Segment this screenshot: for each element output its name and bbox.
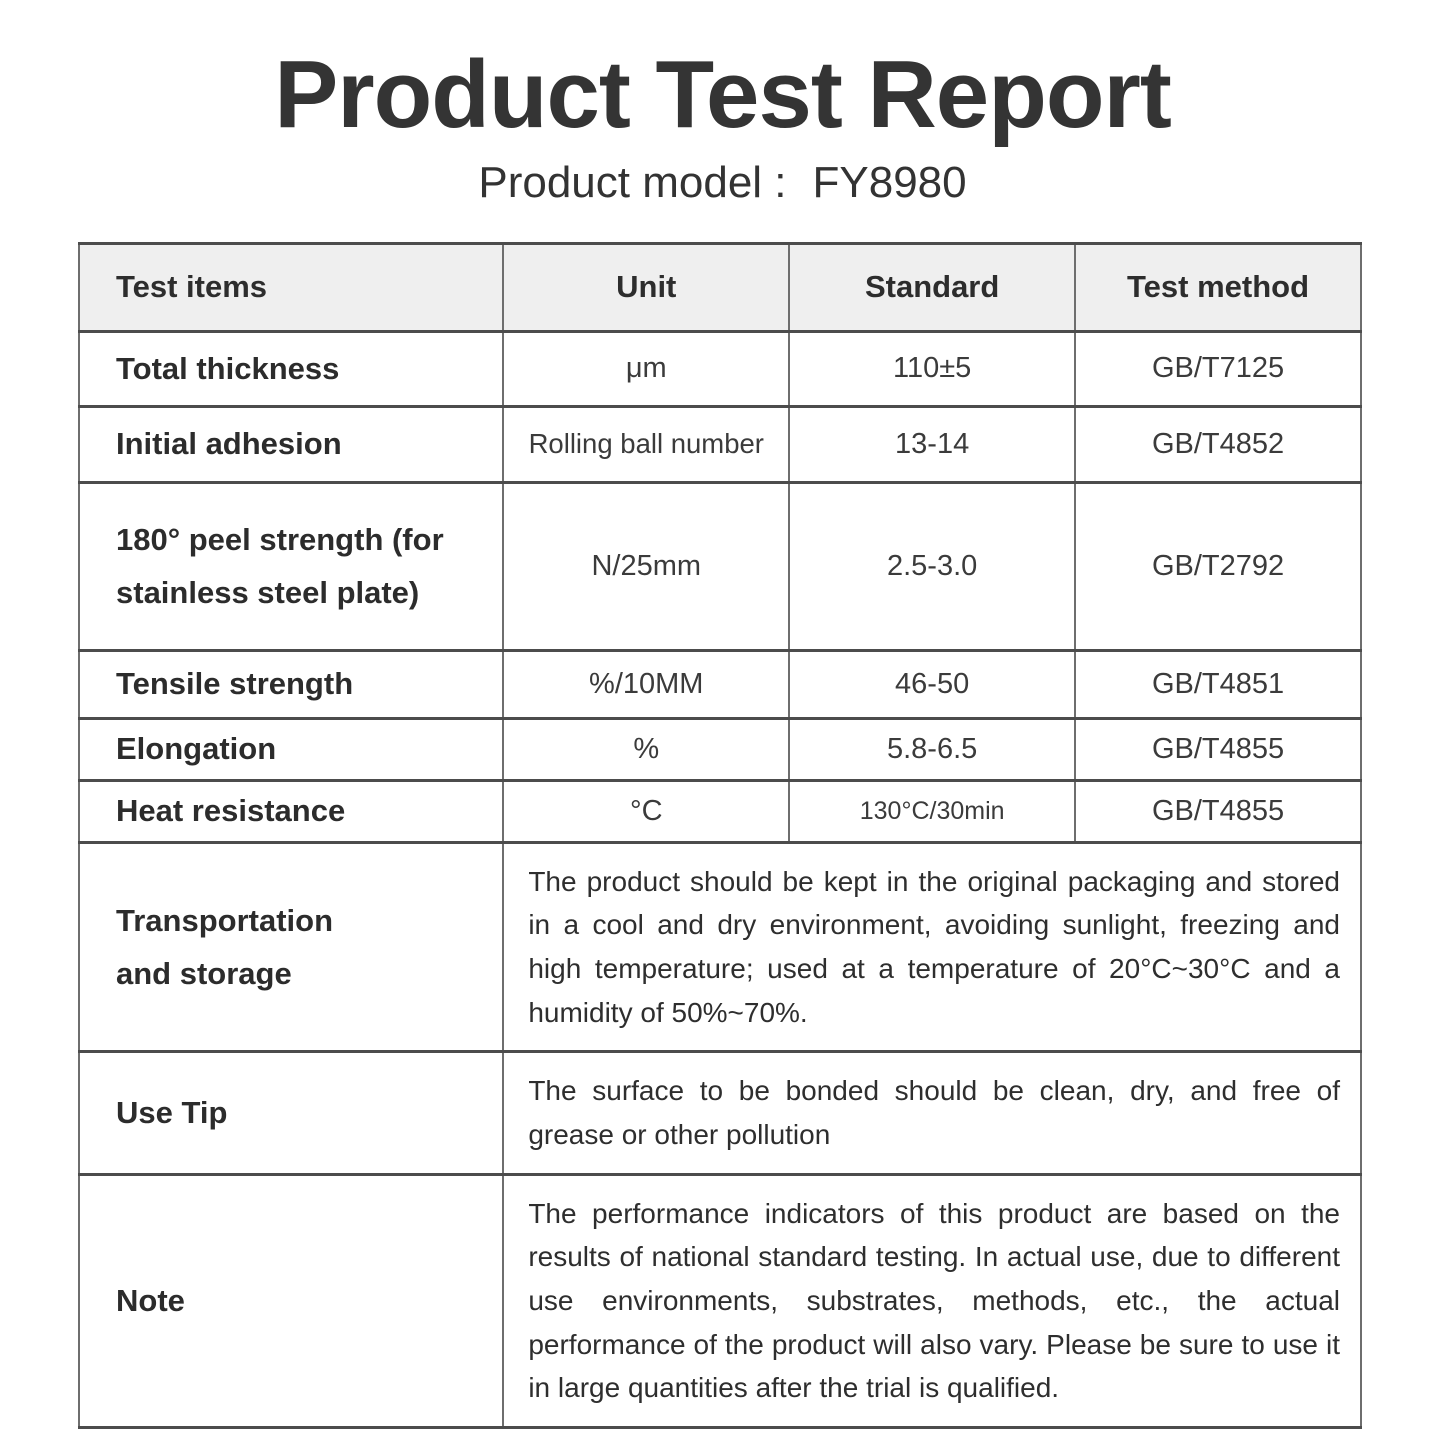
test-report-table: Test items Unit Standard Test method Tot… <box>77 241 1362 1429</box>
unit-value: °C <box>502 778 791 844</box>
test-method-value: GB/T4855 <box>1074 716 1362 782</box>
standard-value: 2.5-3.0 <box>788 480 1077 652</box>
test-item-label: 180° peel strength (for stainless steel … <box>77 480 505 652</box>
test-method-value: GB/T4855 <box>1074 778 1362 844</box>
table-row-initial-adhesion: Initial adhesion Rolling ball number 13-… <box>77 404 1362 484</box>
product-model-value: FY8980 <box>812 157 967 207</box>
table-row-transportation-storage: Transportation and storage The product s… <box>77 840 1362 1054</box>
standard-value: 5.8-6.5 <box>788 716 1077 782</box>
test-item-label: Total thickness <box>77 329 505 408</box>
table-row-peel-strength: 180° peel strength (for stainless steel … <box>77 480 1362 652</box>
test-method-value: GB/T4851 <box>1074 648 1362 720</box>
test-item-label: Use Tip <box>77 1050 505 1176</box>
product-model-line: Product model : FY8980 <box>0 158 1445 208</box>
info-text: The product should be kept in the origin… <box>502 840 1362 1054</box>
table-row-use-tip: Use Tip The surface to be bonded should … <box>77 1050 1362 1176</box>
test-item-label: Tensile strength <box>77 648 505 720</box>
test-item-label-text: Transportation and storage <box>116 902 334 991</box>
column-header-standard: Standard <box>788 241 1077 333</box>
info-text: The surface to be bonded should be clean… <box>502 1050 1362 1176</box>
test-item-label: Transportation and storage <box>77 840 505 1054</box>
unit-value: Rolling ball number <box>502 404 791 484</box>
unit-value: % <box>502 716 791 782</box>
test-method-value: GB/T4852 <box>1074 404 1362 484</box>
unit-value: μm <box>502 329 791 408</box>
column-header-unit: Unit <box>502 241 791 333</box>
standard-value: 110±5 <box>788 329 1077 408</box>
test-method-value: GB/T2792 <box>1074 480 1362 652</box>
info-text: The performance indicators of this produ… <box>502 1172 1362 1429</box>
standard-value: 13-14 <box>788 404 1077 484</box>
test-item-label: Initial adhesion <box>77 404 505 484</box>
product-model-label: Product model : <box>478 157 787 207</box>
test-item-label: Elongation <box>77 716 505 782</box>
standard-value: 130°C/30min <box>788 778 1077 844</box>
test-item-label: Heat resistance <box>77 778 505 844</box>
table-row-heat-resistance: Heat resistance °C 130°C/30min GB/T4855 <box>77 778 1362 844</box>
standard-value: 46-50 <box>788 648 1077 720</box>
table-row-elongation: Elongation % 5.8-6.5 GB/T4855 <box>77 716 1362 782</box>
column-header-test-items: Test items <box>77 241 505 333</box>
table-row-total-thickness: Total thickness μm 110±5 GB/T7125 <box>77 329 1362 408</box>
column-header-test-method: Test method <box>1074 241 1362 333</box>
test-item-label: Note <box>77 1172 505 1429</box>
table-row-note: Note The performance indicators of this … <box>77 1172 1362 1429</box>
page-title: Product Test Report <box>274 41 1172 148</box>
test-method-value: GB/T7125 <box>1074 329 1362 408</box>
table-header-row: Test items Unit Standard Test method <box>77 241 1362 333</box>
unit-value: %/10MM <box>502 648 791 720</box>
unit-value: N/25mm <box>502 480 791 652</box>
table-row-tensile-strength: Tensile strength %/10MM 46-50 GB/T4851 <box>77 648 1362 720</box>
